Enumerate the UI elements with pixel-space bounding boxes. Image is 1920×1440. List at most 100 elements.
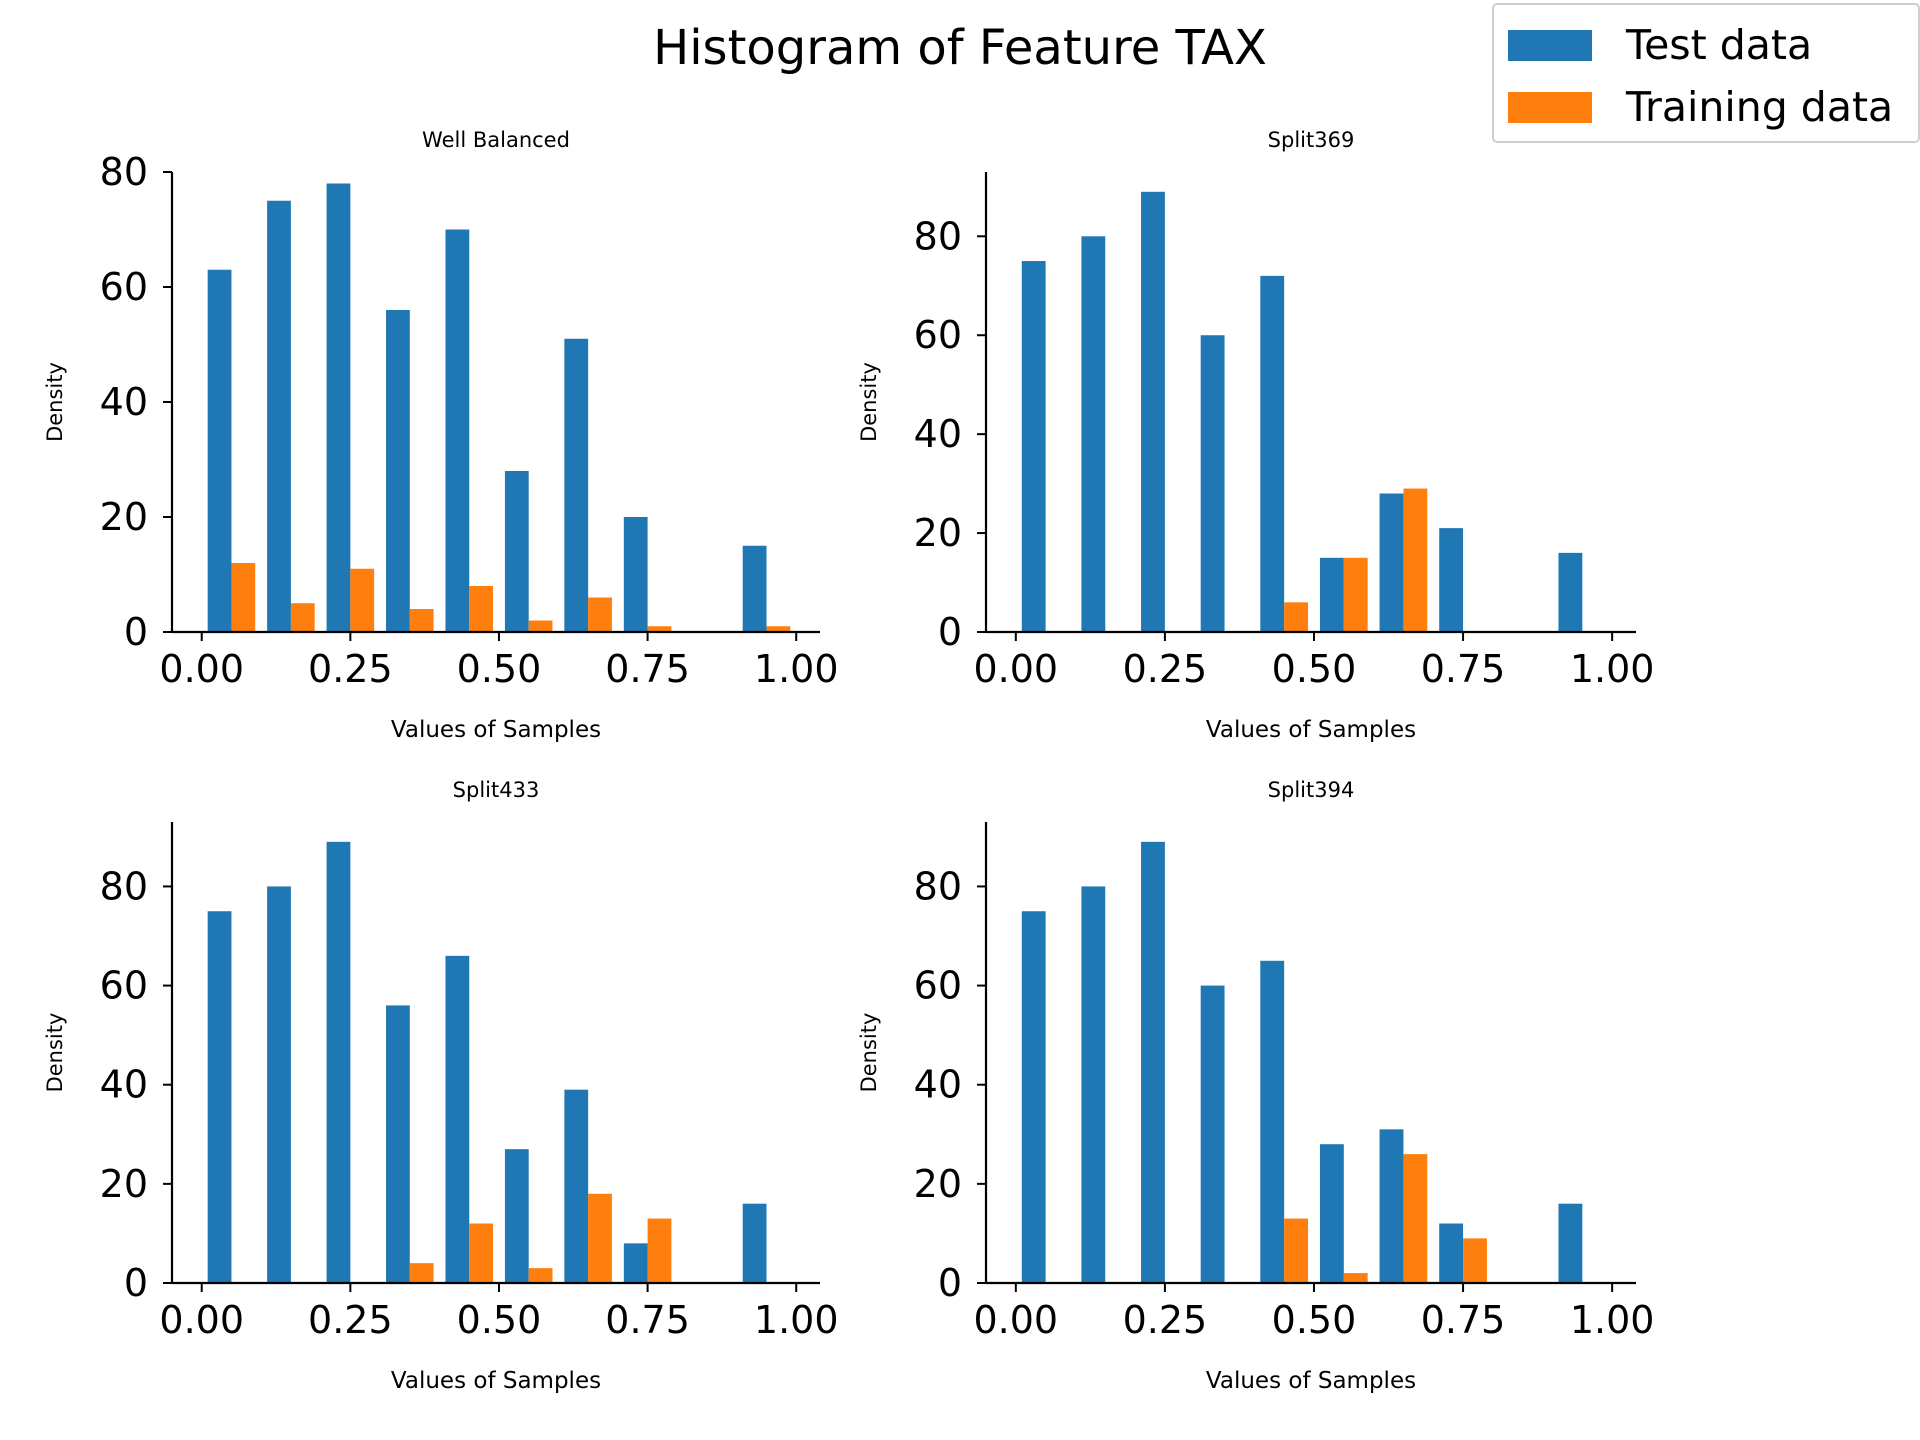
y-tick-label: 0 (124, 1261, 148, 1305)
bar-training (1403, 488, 1428, 632)
bar-test (326, 841, 351, 1283)
bar-training (528, 1268, 553, 1283)
x-tick-label: 0.50 (457, 647, 542, 691)
x-tick-label: 0.25 (1123, 647, 1208, 691)
bar-test (742, 1203, 767, 1283)
x-axis-label: Values of Samples (1206, 717, 1416, 743)
bar-test (1319, 1144, 1344, 1283)
bar-test (1081, 886, 1106, 1283)
y-tick-label: 40 (100, 380, 148, 424)
bar-training (647, 1218, 672, 1283)
y-tick-label: 40 (914, 1063, 962, 1107)
bar-test (1021, 261, 1046, 632)
y-tick-label: 0 (938, 610, 962, 654)
legend-swatch-training (1508, 91, 1592, 123)
y-tick-label: 0 (938, 1261, 962, 1305)
x-tick-label: 0.75 (1421, 647, 1506, 691)
bar-test (1260, 960, 1285, 1283)
y-tick-label: 60 (914, 964, 962, 1008)
y-tick-label: 40 (914, 412, 962, 456)
legend-item-test: Test data (1508, 21, 1813, 69)
y-tick-label: 20 (100, 1162, 148, 1206)
bar-test (1379, 493, 1404, 632)
bar-test (207, 269, 232, 632)
x-tick-label: 0.75 (605, 1298, 690, 1342)
bar-training (1343, 1273, 1368, 1283)
subplot-3: Split433 0.00 0.25 0.50 0.75 1.00 0 20 40 60 80 Val… (43, 778, 839, 1394)
bar-training (588, 597, 612, 632)
bar-training (1463, 1238, 1487, 1283)
subplot-title: Split433 (453, 778, 540, 802)
legend-item-training: Training data (1508, 83, 1894, 131)
bar-training (1284, 1218, 1309, 1283)
x-tick-label: 1.00 (1570, 1298, 1655, 1342)
bar-test (1319, 557, 1344, 632)
subplot-1: Well Balanced 0.00 0.25 0.50 0.75 1.00 0 20 40 60… (43, 128, 839, 743)
bar-test (1081, 236, 1106, 632)
bar-training (409, 1263, 434, 1283)
x-tick-label: 0.00 (159, 1298, 244, 1342)
y-tick-label: 0 (124, 610, 148, 654)
x-tick-label: 0.50 (1272, 1298, 1357, 1342)
bar-test (1200, 335, 1225, 632)
legend-swatch-test (1508, 29, 1592, 61)
bar-training (231, 563, 256, 632)
bar-test (1558, 552, 1583, 632)
bar-test (564, 338, 589, 632)
bar-test (1141, 841, 1165, 1283)
y-tick-label: 80 (914, 214, 962, 258)
y-tick-label: 20 (100, 495, 148, 539)
bar-training (1343, 557, 1368, 632)
x-tick-label: 0.75 (1421, 1298, 1506, 1342)
bar-training (528, 620, 553, 632)
bar-test (1439, 528, 1464, 632)
bar-test (326, 183, 351, 632)
bar-test (1439, 1223, 1464, 1283)
y-tick-label: 60 (100, 964, 148, 1008)
x-tick-label: 0.50 (457, 1298, 542, 1342)
bar-test (1558, 1203, 1583, 1283)
bar-training (647, 626, 672, 632)
x-axis-label: Values of Samples (1206, 1368, 1416, 1394)
x-tick-label: 0.50 (1272, 647, 1357, 691)
x-tick-label: 1.00 (1570, 647, 1655, 691)
x-tick-label: 0.00 (159, 647, 244, 691)
y-tick-label: 40 (100, 1063, 148, 1107)
bar-test (267, 200, 291, 632)
x-tick-label: 0.25 (1123, 1298, 1208, 1342)
bar-test (1379, 1129, 1404, 1283)
bar-test (445, 955, 470, 1283)
bar-training (290, 603, 315, 632)
bar-test (1260, 275, 1285, 632)
legend-label-test: Test data (1626, 21, 1813, 69)
x-tick-label: 0.25 (308, 647, 393, 691)
y-tick-label: 20 (914, 511, 962, 555)
x-tick-label: 0.25 (308, 1298, 393, 1342)
bar-test (742, 545, 767, 632)
x-tick-label: 0.00 (974, 1298, 1059, 1342)
bar-test (623, 1243, 648, 1283)
bar-training (1403, 1154, 1428, 1283)
bar-training (350, 568, 375, 632)
x-axis-label: Values of Samples (391, 1368, 601, 1394)
x-tick-label: 0.00 (974, 647, 1059, 691)
y-axis-label: Density (857, 1013, 881, 1093)
bar-test (386, 1005, 410, 1283)
y-tick-label: 80 (100, 150, 148, 194)
x-axis-label: Values of Samples (391, 717, 601, 743)
subplot-4: Split394 0.00 0.25 0.50 0.75 1.00 0 20 40 60 80 Val… (857, 778, 1654, 1394)
bar-test (504, 471, 529, 632)
legend: Test data Training data (1492, 3, 1920, 143)
bar-test (623, 517, 648, 632)
figure-title: Histogram of Feature TAX (653, 20, 1267, 76)
bar-training (588, 1193, 612, 1283)
y-tick-label: 60 (100, 265, 148, 309)
legend-label-training: Training data (1626, 83, 1894, 131)
bar-training (469, 1223, 494, 1283)
bar-test (1200, 985, 1225, 1283)
x-tick-label: 1.00 (754, 647, 839, 691)
bar-training (469, 586, 494, 632)
y-tick-label: 20 (914, 1162, 962, 1206)
y-axis-label: Density (43, 362, 67, 442)
